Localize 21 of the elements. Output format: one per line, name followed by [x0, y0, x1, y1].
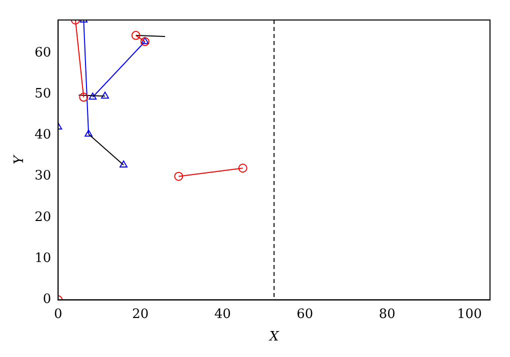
y-tick-label: 40: [34, 128, 52, 143]
y-tick-label: 20: [34, 210, 52, 225]
point: [131, 30, 140, 40]
x-tick-label: 0: [54, 306, 62, 322]
x-tick-label: 60: [296, 306, 314, 322]
y-tick-label: 60: [34, 45, 52, 60]
y-tick-label: 30: [34, 168, 52, 184]
y-tick-label: 50: [34, 86, 52, 102]
y-axis-title: Y: [12, 154, 28, 164]
y-tick-label: 0: [42, 292, 52, 308]
point: [79, 92, 88, 102]
x-tick-label: 100: [457, 306, 482, 322]
x-axis-title: X: [268, 330, 280, 345]
y-tick-label: 10: [34, 251, 52, 266]
point: [174, 172, 184, 181]
point: [238, 164, 248, 173]
point: [101, 92, 109, 99]
x-tick-label: 40: [214, 306, 231, 322]
x-tick-label: 20: [132, 306, 149, 322]
point: [120, 160, 128, 168]
x-tick-label: 80: [378, 306, 396, 322]
